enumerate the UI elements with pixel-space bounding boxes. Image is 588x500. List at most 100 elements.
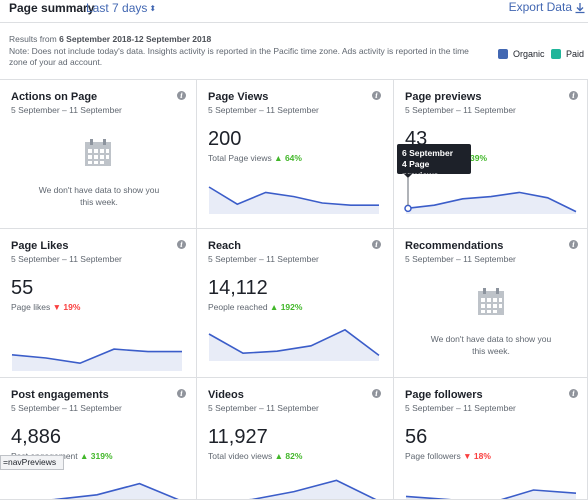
sparkline-chart[interactable]	[209, 470, 379, 500]
hover-point[interactable]	[404, 204, 412, 213]
sparkline-line	[405, 191, 577, 213]
sparkline-chart[interactable]	[208, 174, 379, 214]
change-badge: ▲ 64%	[274, 153, 302, 163]
sort-arrows-icon: ⬍	[149, 4, 157, 13]
sparkline-area	[406, 490, 576, 499]
date-range-select[interactable]: Last 7 days ⬍	[86, 1, 156, 15]
metric-value: 200	[208, 128, 242, 150]
card-videos[interactable]: Videos 5 September – 11 September i 11,9…	[197, 378, 394, 500]
card-title: Recommendations	[405, 240, 504, 252]
no-data-message: We don't have data to show you this week…	[430, 334, 552, 356]
sparkline-line	[208, 328, 380, 357]
legend-organic-swatch	[498, 49, 508, 59]
card-date: 5 September – 11 September	[11, 403, 122, 413]
card-recommendations[interactable]: Recommendations 5 September – 11 Septemb…	[394, 229, 588, 378]
change-badge: 39%	[470, 153, 488, 163]
card-title: Videos	[208, 389, 244, 401]
page-summary-header: Page summary Last 7 days ⬍ Export Data	[0, 0, 588, 22]
info-icon[interactable]: i	[372, 240, 381, 249]
sparkline-chart[interactable]	[405, 470, 577, 500]
tooltip-date: 6 September	[402, 148, 454, 158]
metric-label-row: Page followers ▼ 18%	[405, 451, 491, 461]
card-date: 5 September – 11 September	[405, 254, 516, 264]
card-title: Reach	[208, 240, 242, 252]
card-page-views[interactable]: Page Views 5 September – 11 September i …	[197, 80, 394, 229]
card-title: Page followers	[405, 389, 483, 401]
card-page-likes[interactable]: Page Likes 5 September – 11 September i …	[0, 229, 197, 378]
sparkline-area	[12, 349, 182, 371]
calendar-icon	[478, 288, 504, 315]
sparkline-chart[interactable]	[11, 331, 182, 371]
info-icon[interactable]: i	[569, 91, 578, 100]
card-title: Page previews	[405, 91, 482, 103]
sparkline-area	[254, 480, 375, 499]
results-range: 6 September 2018-12 September 2018	[59, 34, 212, 44]
metric-label-row: Total video views ▲ 82%	[208, 451, 303, 461]
info-icon[interactable]: i	[177, 389, 186, 398]
info-icon[interactable]: i	[569, 240, 578, 249]
card-date: 5 September – 11 September	[208, 105, 319, 115]
info-icon[interactable]: i	[177, 91, 186, 100]
tooltip-caret	[404, 174, 412, 178]
card-post-engagements[interactable]: Post engagements 5 September – 11 Septem…	[0, 378, 197, 500]
insights-grid	[0, 79, 588, 500]
no-data-message: We don't have data to show you this week…	[38, 185, 160, 207]
change-badge: ▲ 192%	[269, 302, 303, 312]
info-icon[interactable]: i	[569, 389, 578, 398]
change-badge: ▼ 19%	[52, 302, 81, 312]
metric-value: 4,886	[11, 426, 62, 448]
sparkline-line	[405, 489, 577, 499]
metric-label-row: People reached ▲ 192%	[208, 302, 303, 312]
info-icon[interactable]: i	[177, 240, 186, 249]
chart-tooltip: 6 September 4 Page previews	[397, 144, 471, 180]
change-badge: ▲ 319%	[80, 451, 113, 461]
date-range-label: Last 7 days	[86, 1, 148, 15]
card-title: Page Likes	[11, 240, 69, 252]
legend-organic: Organic	[498, 49, 545, 59]
export-data-button[interactable]: Export Data	[508, 0, 572, 14]
timezone-note: Note: Does not include today's data. Ins…	[9, 46, 469, 67]
page-title: Page summary	[9, 1, 95, 15]
legend-paid: Paid	[551, 49, 584, 59]
card-actions-on-page[interactable]: Actions on Page 5 September – 11 Septemb…	[0, 80, 197, 229]
card-date: 5 September – 11 September	[405, 403, 516, 413]
card-title: Page Views	[208, 91, 269, 103]
sparkline-chart[interactable]	[404, 154, 577, 214]
sparkline-area	[406, 192, 576, 214]
card-title: Post engagements	[11, 389, 109, 401]
metric-label-row: Total Page views ▲ 64%	[208, 153, 302, 163]
change-badge: ▼ 18%	[463, 451, 491, 461]
card-date: 5 September – 11 September	[11, 254, 122, 264]
legend-paid-swatch	[551, 49, 561, 59]
sparkline-area	[59, 483, 177, 499]
card-date: 5 September – 11 September	[11, 105, 122, 115]
results-range-text: Results from 6 September 2018-12 Septemb…	[9, 34, 212, 44]
metric-value: 11,927	[208, 426, 268, 448]
legend-paid-label: Paid	[566, 49, 585, 59]
card-page-followers[interactable]: Page followers 5 September – 11 Septembe…	[394, 378, 588, 500]
tooltip-value: 4 Page previews	[402, 159, 439, 180]
card-date: 5 September – 11 September	[405, 105, 516, 115]
metric-label-row: Page likes ▼ 19%	[11, 302, 81, 312]
download-icon[interactable]	[574, 2, 586, 14]
card-reach[interactable]: Reach 5 September – 11 September i 14,11…	[197, 229, 394, 378]
metric-value: 14,112	[208, 277, 268, 299]
metric-value: 55	[11, 277, 34, 299]
sparkline-line	[208, 186, 379, 207]
sparkline-area	[209, 187, 379, 214]
card-title: Actions on Page	[11, 91, 98, 103]
sparkline-chart[interactable]	[208, 321, 380, 361]
sparkline-line	[248, 479, 377, 499]
legend-organic-label: Organic	[513, 49, 545, 59]
info-icon[interactable]: i	[372, 389, 381, 398]
card-date: 5 September – 11 September	[208, 254, 319, 264]
card-date: 5 September – 11 September	[208, 403, 319, 413]
calendar-icon	[85, 139, 111, 166]
sparkline-line	[11, 348, 182, 365]
sparkline-line	[51, 482, 179, 499]
change-badge: ▲ 82%	[274, 451, 303, 461]
sparkline-chart[interactable]	[12, 470, 182, 500]
status-bar-text: =navPreviews	[0, 455, 64, 470]
info-icon[interactable]: i	[372, 91, 381, 100]
header-divider	[0, 22, 588, 23]
